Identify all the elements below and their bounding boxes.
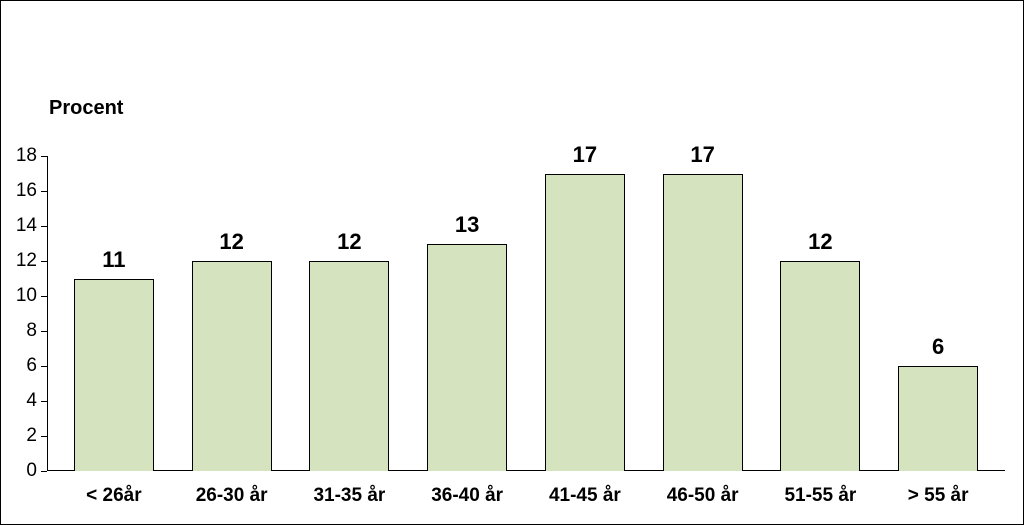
- x-axis-label: 31-35 år: [291, 485, 409, 507]
- bar-slot: 17: [526, 156, 644, 471]
- x-axis-label: < 26år: [55, 485, 173, 507]
- y-tick-label: 16: [16, 180, 37, 202]
- y-tick-label: 6: [26, 355, 37, 377]
- bar-slot: 11: [55, 156, 173, 471]
- x-axis-label: 26-30 år: [173, 485, 291, 507]
- bar-slot: 12: [762, 156, 880, 471]
- bar: [192, 261, 272, 471]
- bar-slot: 12: [291, 156, 409, 471]
- bar-slot: 12: [173, 156, 291, 471]
- chart-frame: Procent 024681012141618 111212131717126 …: [0, 0, 1024, 525]
- bar-slot: 13: [408, 156, 526, 471]
- bar-slot: 6: [879, 156, 997, 471]
- y-tick-label: 2: [26, 425, 37, 447]
- bar-value-label: 12: [291, 229, 409, 255]
- bar-slot: 17: [644, 156, 762, 471]
- bar: [898, 366, 978, 471]
- y-tick-label: 14: [16, 215, 37, 237]
- plot-area: 024681012141618 111212131717126: [47, 156, 1005, 471]
- y-tick-label: 10: [16, 285, 37, 307]
- bar-value-label: 6: [879, 334, 997, 360]
- bar-value-label: 12: [762, 229, 880, 255]
- bar-value-label: 17: [526, 142, 644, 168]
- bar: [427, 244, 507, 472]
- bars-container: 111212131717126: [55, 156, 997, 471]
- bar: [545, 174, 625, 472]
- bar-value-label: 17: [644, 142, 762, 168]
- y-tick-label: 0: [26, 460, 37, 482]
- x-labels: < 26år26-30 år31-35 år36-40 år41-45 år46…: [55, 485, 997, 515]
- y-tick-label: 12: [16, 250, 37, 272]
- bar: [309, 261, 389, 471]
- x-axis-label: 36-40 år: [408, 485, 526, 507]
- bar-value-label: 13: [408, 212, 526, 238]
- y-tick-label: 8: [26, 320, 37, 342]
- x-axis-label: 51-55 år: [762, 485, 880, 507]
- y-tick-label: 18: [16, 145, 37, 167]
- bar-value-label: 11: [55, 247, 173, 273]
- y-axis-line: [47, 156, 48, 471]
- x-axis-label: 46-50 år: [644, 485, 762, 507]
- bar: [663, 174, 743, 472]
- y-tick-label: 4: [26, 390, 37, 412]
- bar: [74, 279, 154, 472]
- y-axis-title: Procent: [49, 97, 123, 120]
- x-axis-label: 41-45 år: [526, 485, 644, 507]
- x-axis-label: > 55 år: [879, 485, 997, 507]
- bar: [780, 261, 860, 471]
- bar-value-label: 12: [173, 229, 291, 255]
